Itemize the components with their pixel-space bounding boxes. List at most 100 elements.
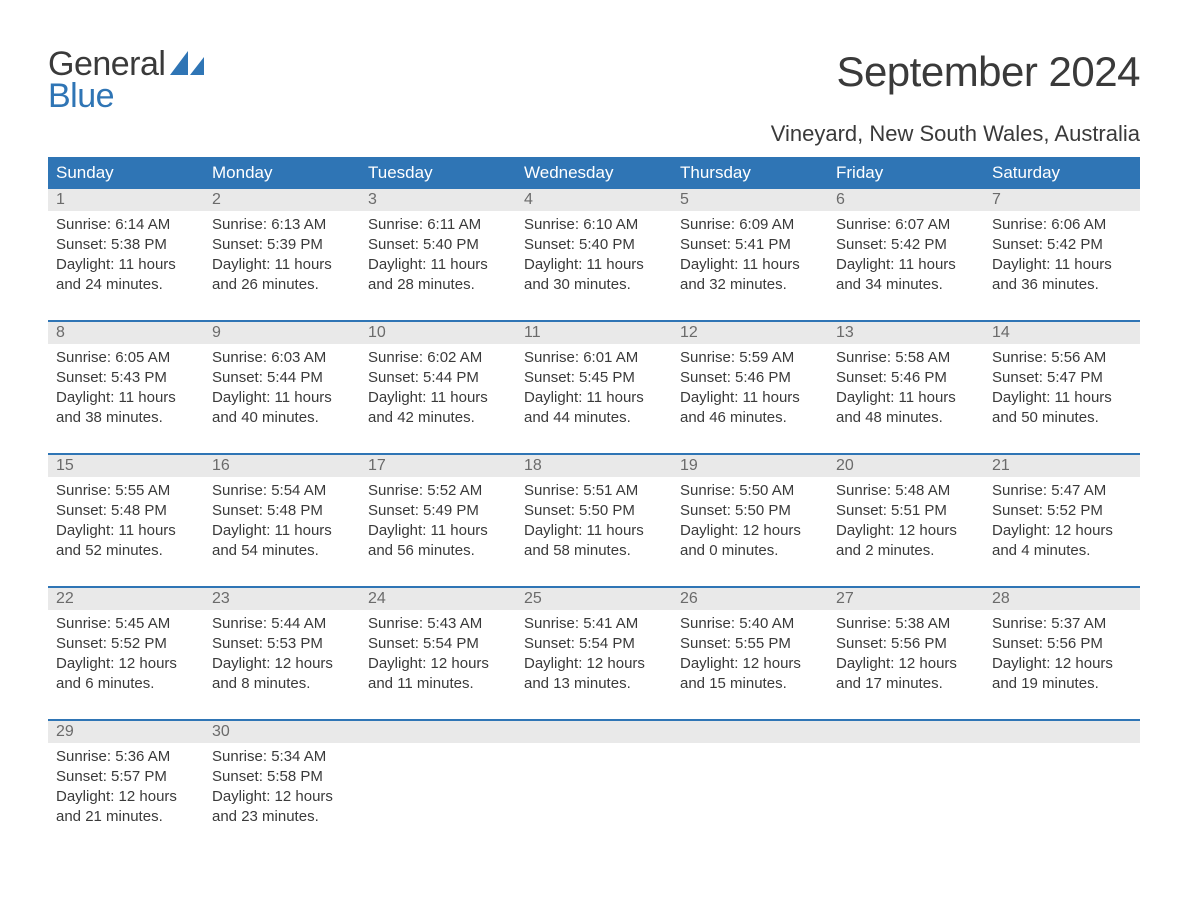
day-number-cell: 21 xyxy=(984,454,1140,477)
daynum-row: 22232425262728 xyxy=(48,587,1140,610)
sunset-text: Sunset: 5:44 PM xyxy=(368,368,510,388)
daylight-text: Daylight: 11 hours and 56 minutes. xyxy=(368,521,510,562)
day-number-cell: 25 xyxy=(516,587,672,610)
sunset-text: Sunset: 5:38 PM xyxy=(56,235,198,255)
day-details-cell: Sunrise: 5:37 AMSunset: 5:56 PMDaylight:… xyxy=(984,610,1140,720)
dow-header: Thursday xyxy=(672,157,828,189)
sunrise-text: Sunrise: 5:34 AM xyxy=(212,747,354,767)
sunset-text: Sunset: 5:46 PM xyxy=(680,368,822,388)
day-number-cell: 13 xyxy=(828,321,984,344)
sunset-text: Sunset: 5:48 PM xyxy=(56,501,198,521)
dow-header: Tuesday xyxy=(360,157,516,189)
day-number-cell: 17 xyxy=(360,454,516,477)
day-details-cell: Sunrise: 6:02 AMSunset: 5:44 PMDaylight:… xyxy=(360,344,516,454)
logo-text-bottom: Blue xyxy=(48,77,114,115)
location-subtitle: Vineyard, New South Wales, Australia xyxy=(48,121,1140,147)
day-details-cell xyxy=(672,743,828,852)
sunset-text: Sunset: 5:50 PM xyxy=(524,501,666,521)
day-details-cell: Sunrise: 5:36 AMSunset: 5:57 PMDaylight:… xyxy=(48,743,204,852)
day-number-cell: 18 xyxy=(516,454,672,477)
details-row: Sunrise: 5:45 AMSunset: 5:52 PMDaylight:… xyxy=(48,610,1140,720)
day-details-cell: Sunrise: 5:50 AMSunset: 5:50 PMDaylight:… xyxy=(672,477,828,587)
sunset-text: Sunset: 5:51 PM xyxy=(836,501,978,521)
sunrise-text: Sunrise: 5:43 AM xyxy=(368,614,510,634)
details-row: Sunrise: 5:55 AMSunset: 5:48 PMDaylight:… xyxy=(48,477,1140,587)
day-details-cell: Sunrise: 5:41 AMSunset: 5:54 PMDaylight:… xyxy=(516,610,672,720)
daylight-text: Daylight: 11 hours and 48 minutes. xyxy=(836,388,978,429)
sunset-text: Sunset: 5:45 PM xyxy=(524,368,666,388)
sunset-text: Sunset: 5:40 PM xyxy=(368,235,510,255)
day-number-cell: 15 xyxy=(48,454,204,477)
sunrise-text: Sunrise: 5:59 AM xyxy=(680,348,822,368)
dow-header: Wednesday xyxy=(516,157,672,189)
day-details-cell: Sunrise: 5:51 AMSunset: 5:50 PMDaylight:… xyxy=(516,477,672,587)
daynum-row: 2930 xyxy=(48,720,1140,743)
sunrise-text: Sunrise: 6:09 AM xyxy=(680,215,822,235)
sunset-text: Sunset: 5:50 PM xyxy=(680,501,822,521)
daylight-text: Daylight: 11 hours and 36 minutes. xyxy=(992,255,1134,296)
day-number-cell: 27 xyxy=(828,587,984,610)
day-details-cell: Sunrise: 5:40 AMSunset: 5:55 PMDaylight:… xyxy=(672,610,828,720)
day-details-cell: Sunrise: 6:05 AMSunset: 5:43 PMDaylight:… xyxy=(48,344,204,454)
day-details-cell: Sunrise: 5:55 AMSunset: 5:48 PMDaylight:… xyxy=(48,477,204,587)
title-block: September 2024 xyxy=(836,48,1140,96)
sunrise-text: Sunrise: 5:54 AM xyxy=(212,481,354,501)
day-number-cell xyxy=(516,720,672,743)
day-number-cell: 3 xyxy=(360,189,516,211)
sunrise-text: Sunrise: 5:38 AM xyxy=(836,614,978,634)
day-number-cell: 24 xyxy=(360,587,516,610)
daylight-text: Daylight: 11 hours and 26 minutes. xyxy=(212,255,354,296)
day-details-cell: Sunrise: 5:58 AMSunset: 5:46 PMDaylight:… xyxy=(828,344,984,454)
sunrise-text: Sunrise: 6:14 AM xyxy=(56,215,198,235)
sunrise-text: Sunrise: 5:51 AM xyxy=(524,481,666,501)
day-number-cell: 12 xyxy=(672,321,828,344)
day-details-cell: Sunrise: 5:52 AMSunset: 5:49 PMDaylight:… xyxy=(360,477,516,587)
day-details-cell: Sunrise: 5:48 AMSunset: 5:51 PMDaylight:… xyxy=(828,477,984,587)
day-number-cell xyxy=(828,720,984,743)
sunset-text: Sunset: 5:42 PM xyxy=(836,235,978,255)
dow-header: Friday xyxy=(828,157,984,189)
sunrise-text: Sunrise: 5:41 AM xyxy=(524,614,666,634)
sunset-text: Sunset: 5:47 PM xyxy=(992,368,1134,388)
daylight-text: Daylight: 11 hours and 50 minutes. xyxy=(992,388,1134,429)
day-number-cell: 6 xyxy=(828,189,984,211)
sunset-text: Sunset: 5:54 PM xyxy=(524,634,666,654)
daylight-text: Daylight: 12 hours and 17 minutes. xyxy=(836,654,978,695)
daylight-text: Daylight: 11 hours and 40 minutes. xyxy=(212,388,354,429)
day-number-cell: 20 xyxy=(828,454,984,477)
daylight-text: Daylight: 12 hours and 0 minutes. xyxy=(680,521,822,562)
daylight-text: Daylight: 12 hours and 2 minutes. xyxy=(836,521,978,562)
sunrise-text: Sunrise: 6:06 AM xyxy=(992,215,1134,235)
sunset-text: Sunset: 5:39 PM xyxy=(212,235,354,255)
day-details-cell: Sunrise: 6:06 AMSunset: 5:42 PMDaylight:… xyxy=(984,211,1140,321)
daylight-text: Daylight: 12 hours and 4 minutes. xyxy=(992,521,1134,562)
daylight-text: Daylight: 12 hours and 13 minutes. xyxy=(524,654,666,695)
day-number-cell: 30 xyxy=(204,720,360,743)
daynum-row: 15161718192021 xyxy=(48,454,1140,477)
day-details-cell: Sunrise: 6:10 AMSunset: 5:40 PMDaylight:… xyxy=(516,211,672,321)
sunset-text: Sunset: 5:42 PM xyxy=(992,235,1134,255)
day-number-cell: 5 xyxy=(672,189,828,211)
day-number-cell: 16 xyxy=(204,454,360,477)
calendar-header-row: Sunday Monday Tuesday Wednesday Thursday… xyxy=(48,157,1140,189)
day-number-cell: 11 xyxy=(516,321,672,344)
day-details-cell xyxy=(516,743,672,852)
sunset-text: Sunset: 5:52 PM xyxy=(992,501,1134,521)
day-details-cell: Sunrise: 6:11 AMSunset: 5:40 PMDaylight:… xyxy=(360,211,516,321)
daylight-text: Daylight: 11 hours and 28 minutes. xyxy=(368,255,510,296)
day-number-cell: 14 xyxy=(984,321,1140,344)
daylight-text: Daylight: 11 hours and 38 minutes. xyxy=(56,388,198,429)
daylight-text: Daylight: 12 hours and 19 minutes. xyxy=(992,654,1134,695)
sunset-text: Sunset: 5:48 PM xyxy=(212,501,354,521)
day-details-cell xyxy=(984,743,1140,852)
day-number-cell: 29 xyxy=(48,720,204,743)
sunset-text: Sunset: 5:53 PM xyxy=(212,634,354,654)
day-number-cell: 2 xyxy=(204,189,360,211)
dow-header: Saturday xyxy=(984,157,1140,189)
sunrise-text: Sunrise: 5:45 AM xyxy=(56,614,198,634)
sunset-text: Sunset: 5:49 PM xyxy=(368,501,510,521)
dow-header: Monday xyxy=(204,157,360,189)
daylight-text: Daylight: 11 hours and 46 minutes. xyxy=(680,388,822,429)
day-details-cell: Sunrise: 5:56 AMSunset: 5:47 PMDaylight:… xyxy=(984,344,1140,454)
daylight-text: Daylight: 12 hours and 21 minutes. xyxy=(56,787,198,828)
